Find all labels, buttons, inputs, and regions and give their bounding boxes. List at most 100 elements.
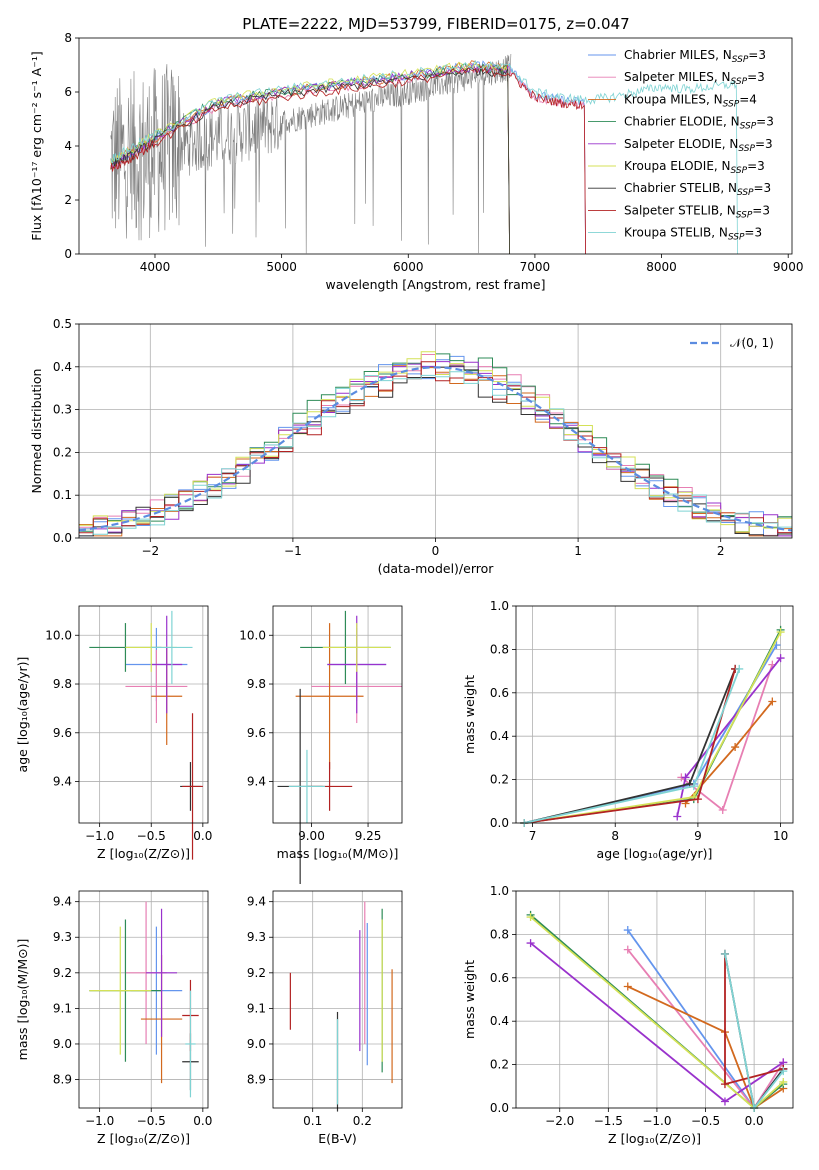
age-vs-mass-axes: 9.00 9.25 9.4 9.6 9.8 10.0 xyxy=(239,606,402,843)
y-tick-label: 9.4 xyxy=(247,895,266,909)
x-tick-label: 0.2 xyxy=(353,1114,372,1128)
y-tick-label: 8 xyxy=(64,31,72,45)
mass-vs-Z-y-label: mass [log₁₀(M/M⊙)] xyxy=(15,939,30,1061)
data-point-marker xyxy=(768,697,777,706)
y-tick-label: 9.2 xyxy=(247,966,266,980)
x-tick-label: 9 xyxy=(694,829,702,843)
residuals-x-label: (data-model)/error xyxy=(378,561,495,576)
observed-spectrum-line xyxy=(110,53,512,254)
mass-vs-Z-axes: −1.0 −0.5 0.0 8.9 9.0 9.1 9.2 9.3 9.4 xyxy=(53,891,212,1128)
mass-vs-Z-plot xyxy=(89,901,199,1098)
y-tick-label: 0.1 xyxy=(53,488,72,502)
age-vs-mass-frame xyxy=(272,605,403,824)
age-vs-Z-y-label: age [log₁₀(age/yr)] xyxy=(15,657,30,773)
y-tick-label: 8.9 xyxy=(53,1073,72,1087)
x-tick-label: −2.0 xyxy=(545,1114,574,1128)
y-tick-label: 9.1 xyxy=(247,1001,266,1015)
y-tick-label: 9.0 xyxy=(247,1037,266,1051)
data-point-marker xyxy=(681,773,690,782)
y-tick-label: 0.6 xyxy=(490,686,509,700)
y-tick-label: 0.2 xyxy=(53,445,72,459)
age-vs-Z-plot xyxy=(89,610,203,860)
y-tick-label: 0.4 xyxy=(53,360,72,374)
weight-vs-Z-x-label: Z [log₁₀(Z/Z⊙)] xyxy=(608,1131,701,1146)
weight-vs-age-frame xyxy=(515,605,794,824)
data-point-marker xyxy=(720,949,729,958)
model-spectrum-line xyxy=(110,61,510,255)
weight-vs-age-y-label: mass weight xyxy=(462,675,477,754)
x-tick-label: 0.0 xyxy=(193,829,212,843)
y-tick-label: 0.0 xyxy=(53,531,72,545)
y-tick-label: 9.4 xyxy=(53,775,72,789)
y-tick-label: 1.0 xyxy=(490,884,509,898)
x-tick-label: −1.5 xyxy=(594,1114,623,1128)
y-tick-label: 0 xyxy=(64,247,72,261)
x-tick-label: −0.5 xyxy=(137,1114,166,1128)
x-tick-label: −1 xyxy=(284,544,302,558)
mass-vs-Z-frame xyxy=(78,890,209,1109)
spectrum-x-label: wavelength [Angstrom, rest frame] xyxy=(325,277,545,292)
legend-entry: Kroupa ELODIE, NSSP=3 xyxy=(624,159,765,176)
y-tick-label: 9.6 xyxy=(247,726,266,740)
residuals-plot xyxy=(78,351,793,537)
model-spectrum-line xyxy=(110,60,738,255)
y-tick-label: 9.8 xyxy=(53,677,72,691)
x-tick-label: 0 xyxy=(432,544,440,558)
data-point-marker xyxy=(718,805,727,814)
x-tick-label: 5000 xyxy=(266,260,297,274)
y-tick-label: 9.3 xyxy=(247,930,266,944)
data-point-marker xyxy=(779,1067,788,1076)
spectrum-y-label: Flux [fλ10⁻¹⁷ erg cm⁻² s⁻¹ A⁻¹] xyxy=(29,51,44,240)
legend-entry: Chabrier MILES, NSSP=3 xyxy=(624,48,766,65)
data-point-marker xyxy=(731,743,740,752)
y-tick-label: 0.2 xyxy=(490,1058,509,1072)
y-tick-label: 9.2 xyxy=(53,966,72,980)
y-tick-label: 6 xyxy=(64,85,72,99)
legend-entry: Salpeter ELODIE, NSSP=3 xyxy=(624,137,773,154)
x-tick-label: 0.0 xyxy=(745,1114,764,1128)
y-tick-label: 0.8 xyxy=(490,642,509,656)
x-tick-label: 0.0 xyxy=(193,1114,212,1128)
data-point-marker xyxy=(673,812,682,821)
x-tick-label: 2 xyxy=(717,544,725,558)
y-tick-label: 1.0 xyxy=(490,599,509,613)
data-point-marker xyxy=(776,628,785,637)
residual-histogram-step xyxy=(79,361,792,534)
x-tick-label: 9.00 xyxy=(298,829,325,843)
normal-curve-line xyxy=(78,366,793,532)
mass-vs-EBV-frame xyxy=(272,890,403,1109)
data-point-marker xyxy=(720,1080,729,1089)
y-tick-label: 9.4 xyxy=(247,775,266,789)
data-point-marker xyxy=(776,654,785,663)
age-vs-Z-x-label: Z [log₁₀(Z/Z⊙)] xyxy=(97,846,190,861)
data-point-marker xyxy=(735,664,744,673)
residual-histogram-step xyxy=(79,371,792,535)
weight-vs-Z-frame xyxy=(515,890,794,1109)
figure-title: PLATE=2222, MJD=53799, FIBERID=0175, z=0… xyxy=(242,15,629,33)
x-tick-label: 9.25 xyxy=(355,829,382,843)
mass-vs-EBV-x-label: E(B-V) xyxy=(318,1131,357,1146)
data-point-marker xyxy=(720,1097,729,1106)
data-point-marker xyxy=(693,795,702,804)
x-tick-label: 0.1 xyxy=(303,1114,322,1128)
data-point-marker xyxy=(526,939,535,948)
age-vs-Z-axes: −1.0 −0.5 0.0 9.4 9.6 9.8 10.0 xyxy=(45,606,212,843)
mass-vs-EBV-axes: 0.1 0.2 8.9 9.0 9.1 9.2 9.3 9.4 xyxy=(247,891,402,1128)
x-tick-label: 9000 xyxy=(773,260,804,274)
weight-series-line xyxy=(627,985,784,1110)
x-tick-label: 8000 xyxy=(646,260,677,274)
data-point-marker xyxy=(689,782,698,791)
y-tick-label: 0.4 xyxy=(490,1014,509,1028)
y-tick-label: 0.3 xyxy=(53,403,72,417)
y-tick-label: 9.3 xyxy=(53,930,72,944)
x-tick-label: −1.0 xyxy=(85,1114,114,1128)
legend-entry: Chabrier ELODIE, NSSP=3 xyxy=(624,115,774,132)
data-point-marker xyxy=(779,1077,788,1086)
legend-entry: Chabrier STELIB, NSSP=3 xyxy=(624,181,771,198)
residuals-frame xyxy=(78,323,793,539)
model-spectrum-line xyxy=(110,66,510,255)
weight-vs-Z-y-label: mass weight xyxy=(462,960,477,1039)
x-tick-label: 6000 xyxy=(393,260,424,274)
y-tick-label: 9.1 xyxy=(53,1001,72,1015)
y-tick-label: 9.0 xyxy=(53,1037,72,1051)
